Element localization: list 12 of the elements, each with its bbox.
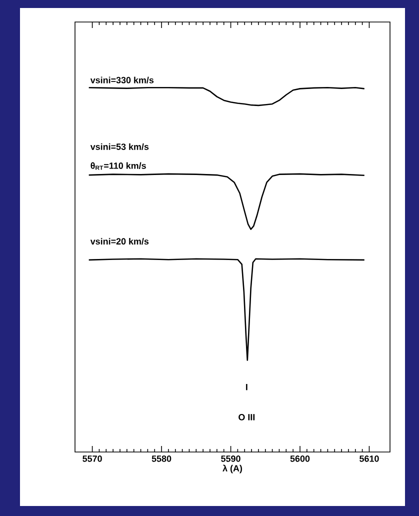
x-tick-label: 5570 — [82, 456, 102, 462]
annotation: vsini=20 km/s — [90, 238, 149, 245]
x-tick-label: 5590 — [221, 456, 240, 462]
annotation: θ$_{RT}$=110 km/s — [90, 162, 146, 170]
x-tick-label: 5610 — [360, 456, 379, 462]
annotation: I — [246, 384, 248, 390]
x-axis-title: λ (A) — [222, 464, 242, 474]
annotation: vsini=53 km/s — [90, 143, 149, 150]
annotation: O III — [238, 414, 255, 420]
x-tick-label: 5580 — [152, 456, 172, 462]
x-tick-label: 5600 — [290, 456, 310, 462]
text: vsini=330 km/s — [90, 76, 154, 84]
